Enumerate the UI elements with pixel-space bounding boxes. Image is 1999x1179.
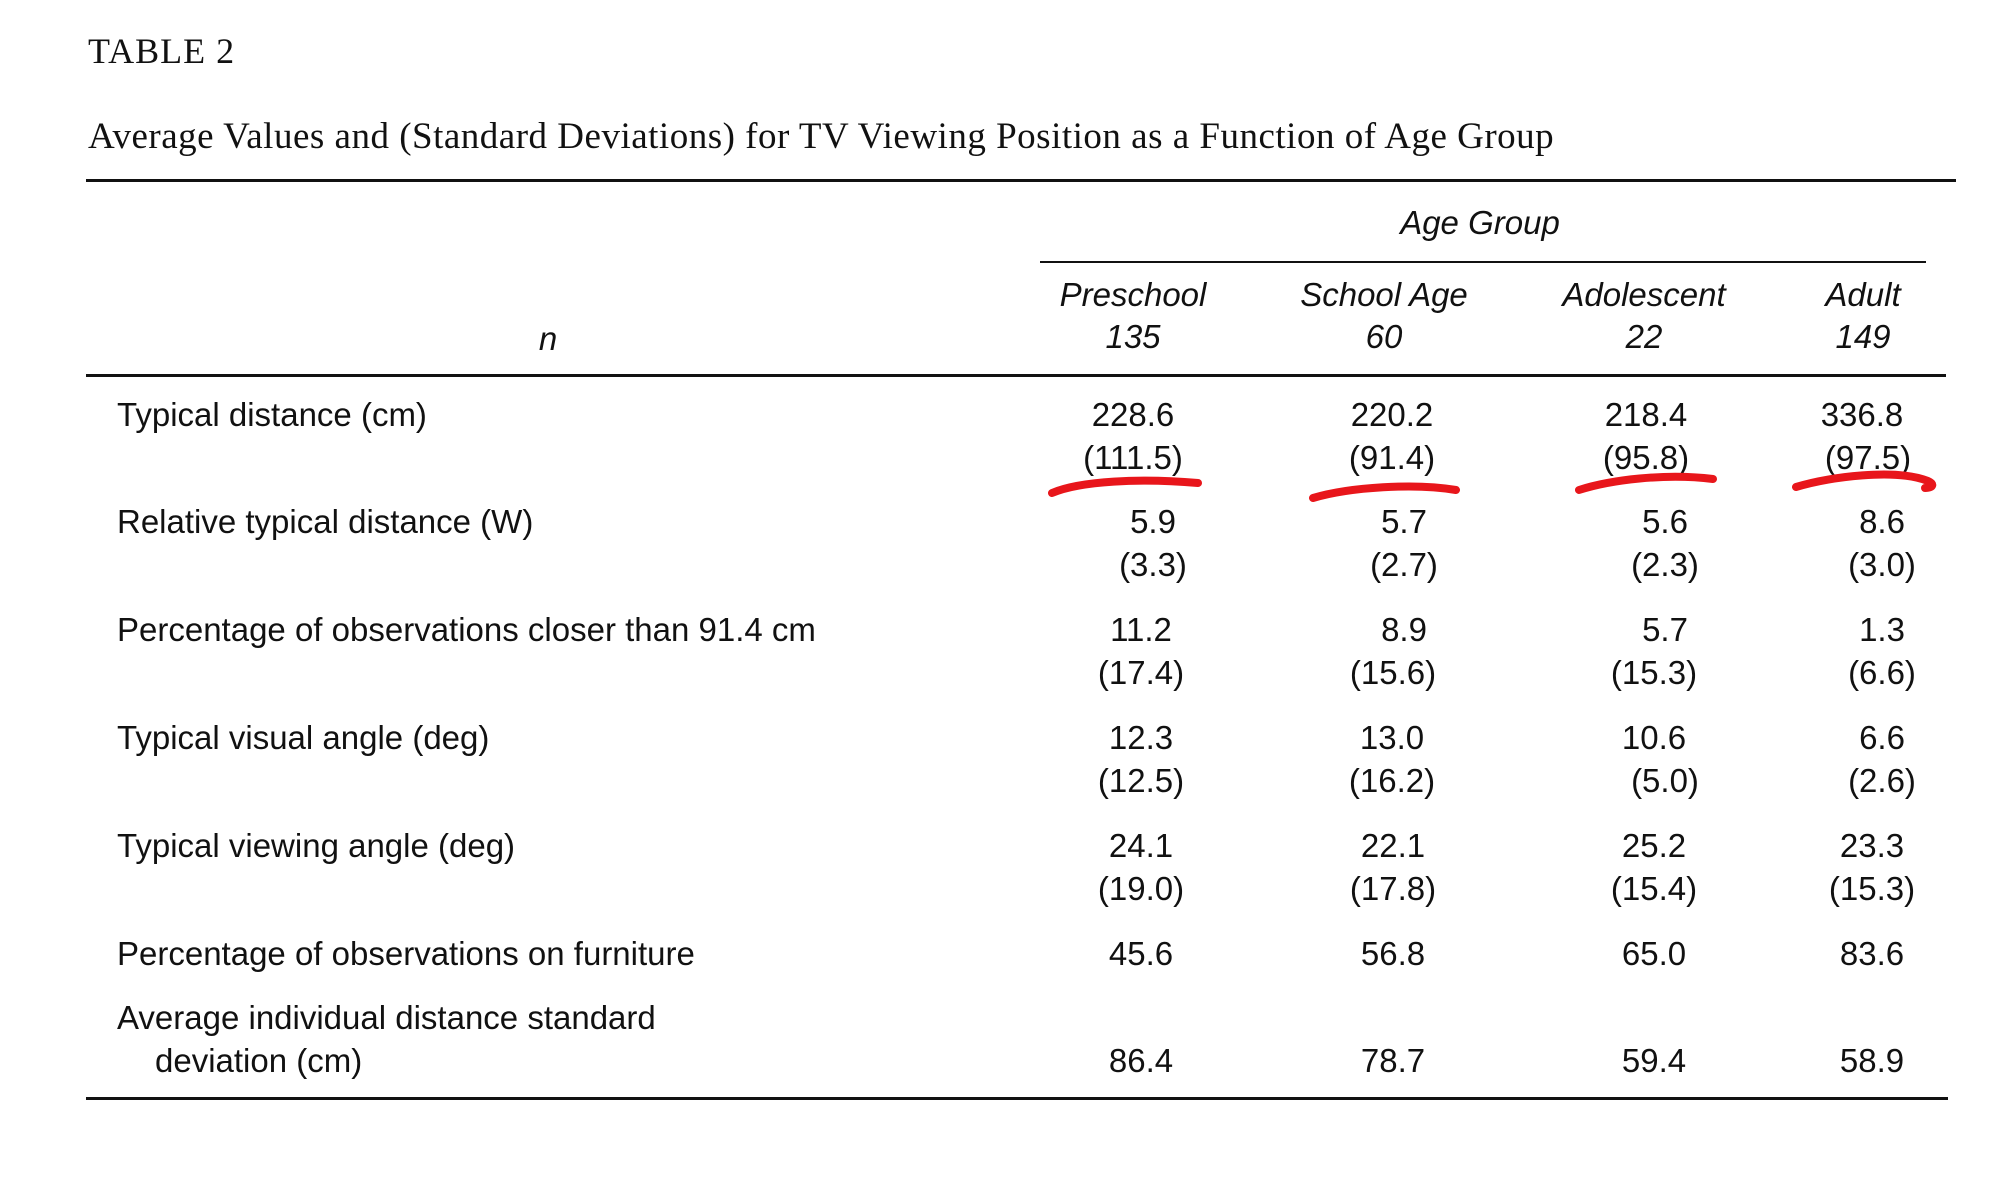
- table-cell-sd: (17.8): [1349, 870, 1437, 907]
- table-cell: 5.7: [1381, 503, 1427, 540]
- table-cell: 5.7: [1642, 611, 1688, 648]
- table-cell-sd: (19.0): [1097, 870, 1185, 907]
- n-label: n: [538, 320, 558, 357]
- column-header-adolescent: Adolescent: [1562, 276, 1726, 313]
- table-cell-sd: (97.5): [1824, 439, 1912, 476]
- bottom-rule: [86, 1097, 1948, 1100]
- table-cell-sd: (2.6): [1848, 762, 1916, 799]
- table-cell: 5.6: [1642, 503, 1688, 540]
- age-group-header: Age Group: [1400, 204, 1560, 241]
- table-cell: 56.8: [1360, 935, 1426, 972]
- top-rule: [86, 179, 1956, 182]
- table-cell: 10.6: [1621, 719, 1687, 756]
- table-cell-sd: (2.7): [1370, 546, 1438, 583]
- table-cell-sd: (15.4): [1610, 870, 1698, 907]
- row-label-percentage-closer: Percentage of observations closer than 9…: [117, 611, 816, 648]
- table-cell-sd: (16.2): [1348, 762, 1436, 799]
- column-n-adolescent: 22: [1625, 318, 1663, 355]
- table-cell-sd: (12.5): [1097, 762, 1185, 799]
- age-group-rule: [1040, 261, 1926, 263]
- table-cell: 65.0: [1621, 935, 1687, 972]
- header-rule: [86, 374, 1946, 377]
- row-label-typical-distance: Typical distance (cm): [117, 396, 427, 433]
- table-cell-sd: (15.3): [1610, 654, 1698, 691]
- table-cell: 1.3: [1859, 611, 1905, 648]
- table-cell: 11.2: [1110, 611, 1172, 648]
- table-cell: 83.6: [1839, 935, 1905, 972]
- row-label-on-furniture: Percentage of observations on furniture: [117, 935, 695, 972]
- table-cell: 23.3: [1839, 827, 1905, 864]
- table-cell: 8.6: [1859, 503, 1905, 540]
- table-cell: 58.9: [1839, 1042, 1905, 1079]
- table-cell: 228.6: [1091, 396, 1175, 433]
- table-cell-sd: (6.6): [1848, 654, 1916, 691]
- table-cell: 13.0: [1359, 719, 1425, 756]
- column-n-school-age: 60: [1365, 318, 1403, 355]
- column-n-adult: 149: [1835, 318, 1891, 355]
- table-cell: 220.2: [1350, 396, 1434, 433]
- table-cell-sd: (2.3): [1631, 546, 1699, 583]
- table-cell-sd: (3.0): [1848, 546, 1916, 583]
- table-cell: 25.2: [1621, 827, 1687, 864]
- table-cell-sd: (111.5): [1083, 439, 1183, 476]
- column-n-preschool: 135: [1105, 318, 1161, 355]
- row-label-relative-distance: Relative typical distance (W): [117, 503, 534, 540]
- table-caption: Average Values and (Standard Deviations)…: [88, 116, 1555, 157]
- table-cell: 218.4: [1604, 396, 1688, 433]
- table-cell-sd: (15.6): [1349, 654, 1437, 691]
- table-cell: 12.3: [1108, 719, 1174, 756]
- column-header-adult: Adult: [1825, 276, 1901, 313]
- table-cell: 22.1: [1360, 827, 1426, 864]
- table-cell: 6.6: [1859, 719, 1905, 756]
- table-cell: 5.9: [1130, 503, 1176, 540]
- row-label-average-sd-continued: deviation (cm): [155, 1042, 363, 1079]
- table-cell-sd: (5.0): [1631, 762, 1699, 799]
- column-header-school-age: School Age: [1300, 276, 1468, 313]
- row-label-visual-angle: Typical visual angle (deg): [117, 719, 490, 756]
- red-underline-mark: [1575, 472, 1717, 494]
- row-label-average-sd: Average individual distance standard: [117, 999, 656, 1036]
- table-cell: 86.4: [1108, 1042, 1174, 1079]
- table-cell-sd: (17.4): [1097, 654, 1185, 691]
- table-cell: 8.9: [1381, 611, 1427, 648]
- table-cell: 24.1: [1108, 827, 1174, 864]
- table-cell: 59.4: [1621, 1042, 1687, 1079]
- table-cell-sd: (95.8): [1602, 439, 1690, 476]
- table-cell: 45.6: [1108, 935, 1174, 972]
- column-header-preschool: Preschool: [1059, 276, 1207, 313]
- table-cell: 336.8: [1820, 396, 1904, 433]
- red-underline-mark: [1309, 482, 1460, 502]
- table-cell-sd: (15.3): [1828, 870, 1916, 907]
- table-cell: 78.7: [1360, 1042, 1426, 1079]
- table-label: TABLE 2: [88, 31, 236, 71]
- row-label-viewing-angle: Typical viewing angle (deg): [117, 827, 516, 864]
- table-cell-sd: (3.3): [1119, 546, 1187, 583]
- red-underline-mark: [1048, 476, 1202, 497]
- red-underline-mark: [1792, 470, 1937, 492]
- table-cell-sd: (91.4): [1348, 439, 1436, 476]
